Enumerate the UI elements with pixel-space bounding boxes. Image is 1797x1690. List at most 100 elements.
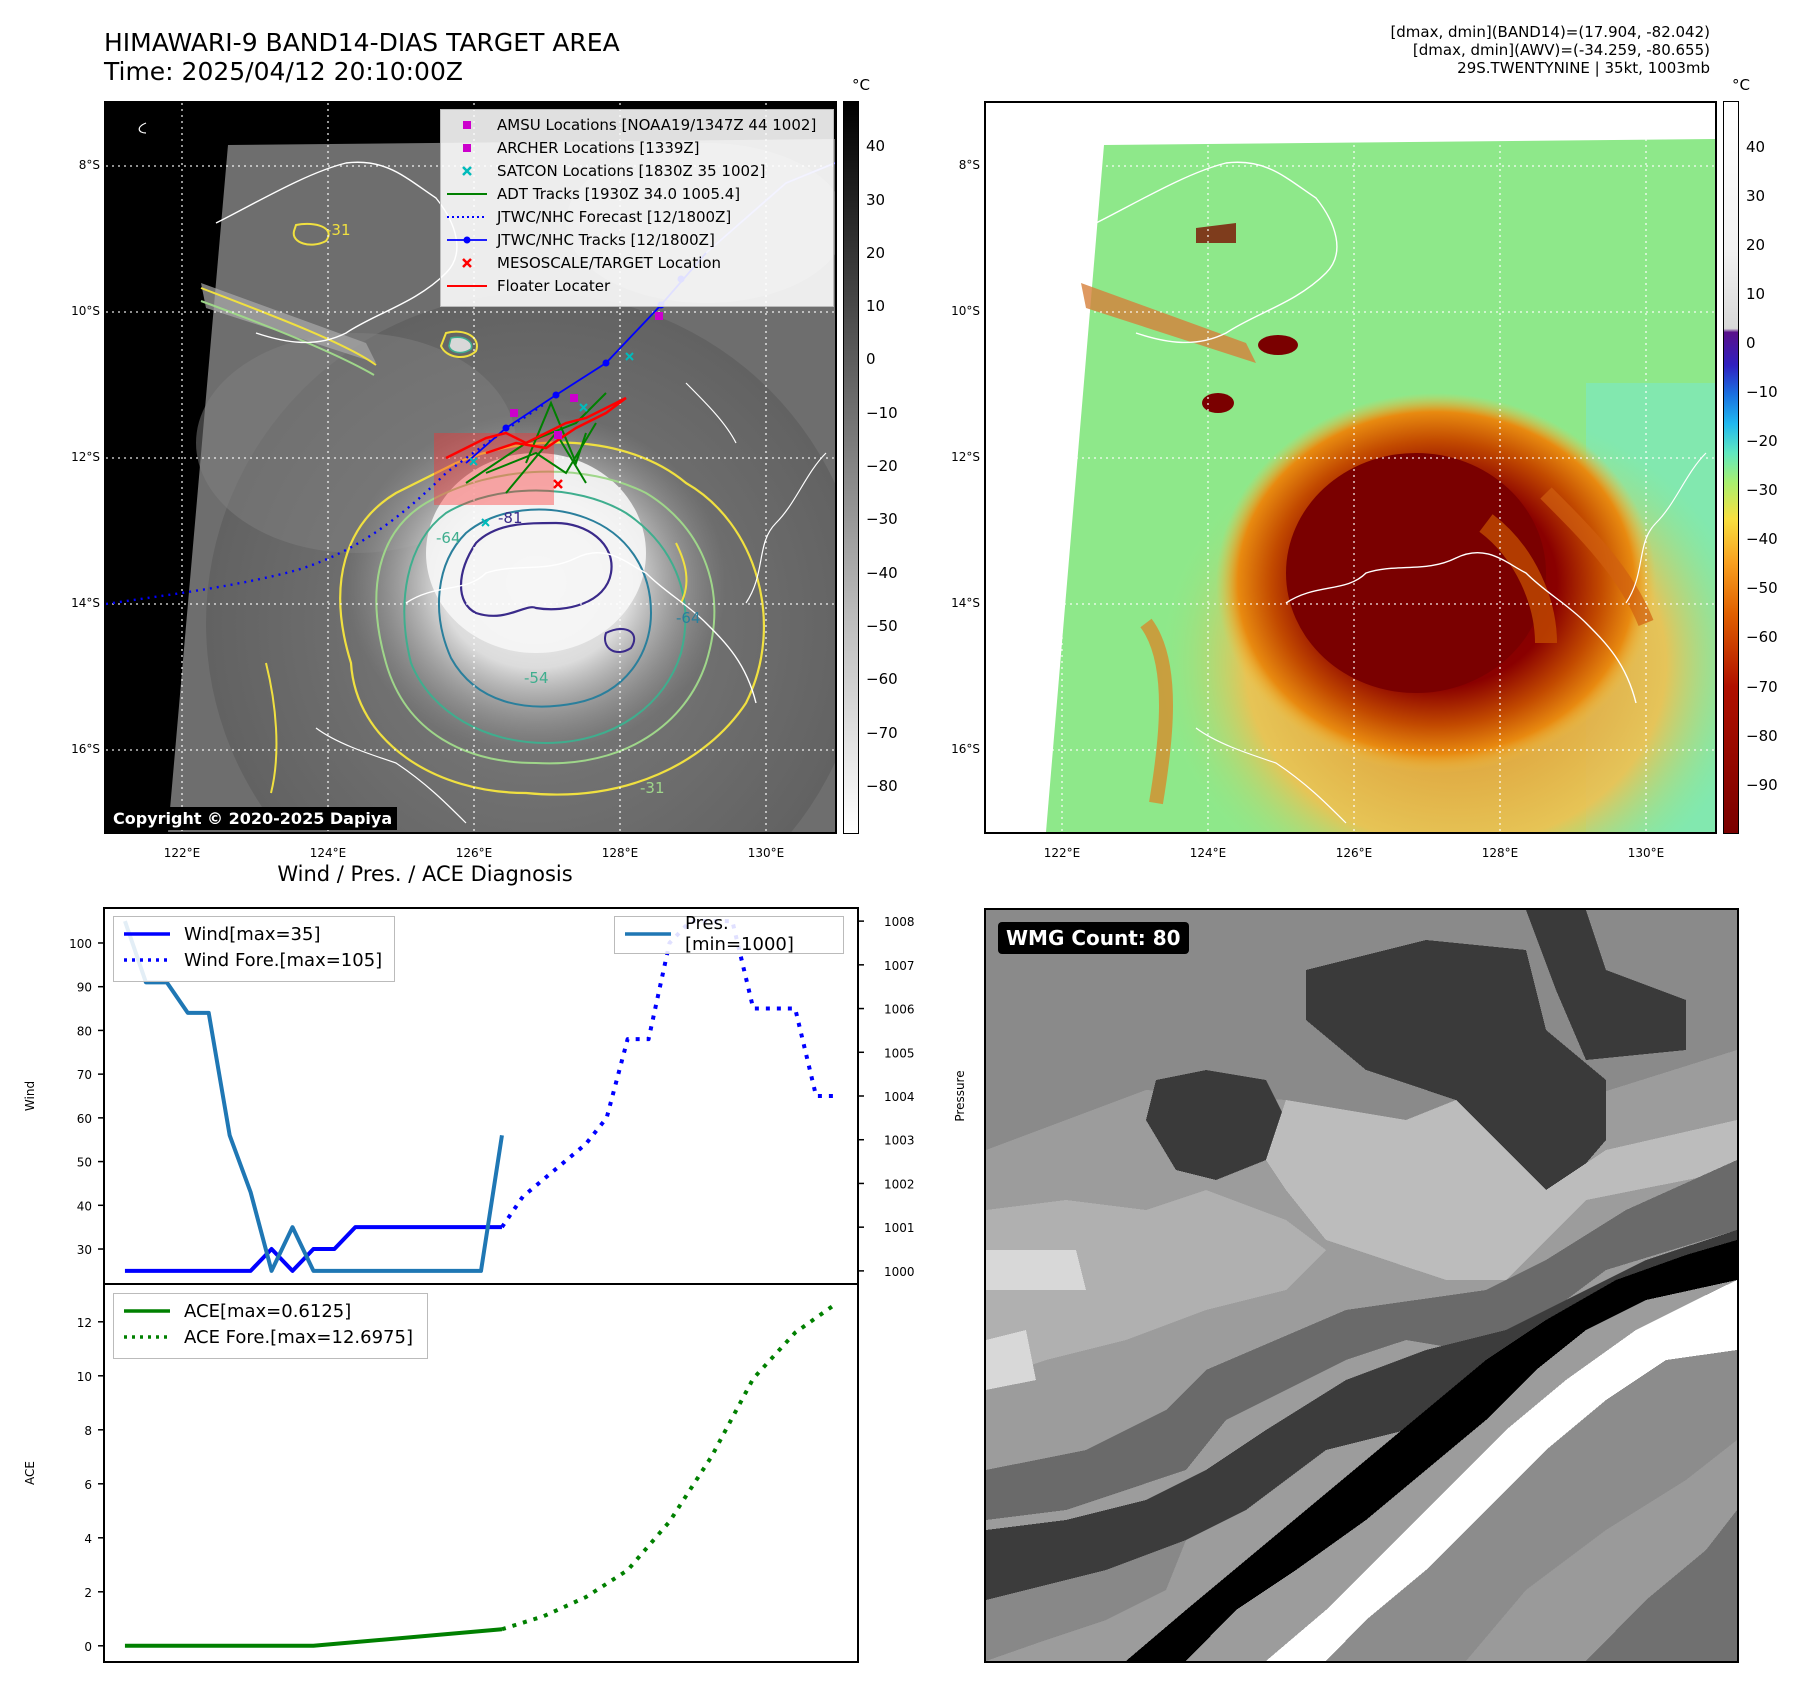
y-tick-label: 70	[77, 1068, 92, 1082]
ace-legend-label: ACE[max=0.6125]	[184, 1300, 352, 1322]
map-legend: AMSU Locations [NOAA19/1347Z 44 1002] ARC…	[440, 109, 834, 307]
y-axis-label: Wind	[23, 1081, 37, 1111]
y2-tick-label: 1006	[884, 1003, 915, 1017]
map-legend-swatch	[447, 236, 487, 243]
wmg-canvas	[986, 910, 1737, 1661]
diag-title: Wind / Pres. / ACE Diagnosis	[277, 862, 573, 886]
y2-tick-label: 1007	[884, 959, 915, 973]
awv-colorbar-tick: 40	[1746, 137, 1766, 156]
ace-legend: ACE[max=0.6125] ACE Fore.[max=12.6975]	[113, 1293, 428, 1359]
awv-lon-tick-label: 124°E	[1189, 846, 1227, 860]
awv-colorbar-tick: 10	[1746, 285, 1766, 304]
awv-lon-tick-label: 128°E	[1481, 846, 1519, 860]
wmg-count-badge: WMG Count: 80	[998, 922, 1189, 954]
floater-track	[445, 396, 627, 460]
pres-legend-swatch	[625, 925, 671, 943]
colorbar-tick: 40	[866, 137, 886, 156]
colorbar-tick: −60	[866, 670, 898, 689]
y2-tick-label: 1002	[884, 1177, 915, 1191]
map-legend-swatch	[463, 120, 471, 129]
lon-tick-label: 126°E	[455, 846, 493, 860]
map-legend-item: JTWC/NHC Tracks [12/1800Z]	[447, 228, 827, 251]
map-legend-label: Floater Locater	[497, 276, 611, 295]
map-legend-label: SATCON Locations [1830Z 35 1002]	[497, 161, 766, 180]
colorbar-tick: −80	[866, 777, 898, 796]
colorbar-tick: −50	[866, 617, 898, 636]
awv-lat-tick-label: 14°S	[951, 596, 980, 610]
colorbar-tick: 20	[866, 243, 886, 262]
y2-axis-label: Pressure	[953, 1070, 967, 1121]
wmg-panel[interactable]: WMG Count: 80	[984, 908, 1739, 1663]
map-legend-item: AMSU Locations [NOAA19/1347Z 44 1002]	[447, 113, 827, 136]
awv-lat-tick-label: 12°S	[951, 450, 980, 464]
awv-lat-tick-label: 10°S	[951, 304, 980, 318]
y2-tick-label: 1000	[884, 1265, 915, 1279]
lat-tick-label: 14°S	[71, 596, 100, 610]
y2-tick-label: 1003	[884, 1134, 915, 1148]
awv-lon-tick-label: 122°E	[1043, 846, 1081, 860]
map-legend-label: JTWC/NHC Forecast [12/1800Z]	[497, 207, 732, 226]
y-tick-label: 6	[84, 1478, 92, 1492]
awv-colorbar-tick: −10	[1746, 383, 1778, 402]
map-legend-label: ARCHER Locations [1339Z]	[497, 138, 700, 157]
y-tick-label: 40	[77, 1199, 92, 1213]
y-tick-label: 100	[69, 937, 92, 951]
map-legend-item: Floater Locater	[447, 274, 827, 297]
y-tick-label: 0	[84, 1640, 92, 1654]
awv-lon-tick-label: 126°E	[1335, 846, 1373, 860]
y-tick-label: 10	[77, 1370, 92, 1384]
colorbar-tick: 10	[866, 297, 886, 316]
colorbar-tick: −40	[866, 563, 898, 582]
page-time: Time: 2025/04/12 20:10:00Z	[104, 57, 463, 86]
map-legend-label: MESOSCALE/TARGET Location	[497, 253, 722, 272]
y-tick-label: 60	[77, 1112, 92, 1126]
y-tick-label: 30	[77, 1243, 92, 1257]
wind-legend-label: Wind[max=35]	[184, 923, 321, 945]
y-tick-label: 4	[84, 1532, 92, 1546]
y-tick-label: 12	[77, 1316, 92, 1330]
awv-colorbar-tick: −20	[1746, 432, 1778, 451]
y-tick-label: 50	[77, 1156, 92, 1170]
awv-colorbar-tick: −50	[1746, 579, 1778, 598]
awv-colorbar-tick: −90	[1746, 775, 1778, 794]
lon-tick-label: 124°E	[309, 846, 347, 860]
awv-map-panel[interactable]	[984, 101, 1717, 834]
colorbar-tick: −20	[866, 457, 898, 476]
awv-colorbar-unit: °C	[1732, 76, 1750, 94]
map-legend-swatch	[447, 192, 487, 195]
awv-colorbar-tick: −80	[1746, 726, 1778, 745]
awv-colorbar-tick: 30	[1746, 186, 1766, 205]
map-legend-swatch	[462, 257, 472, 268]
ace-legend-swatch	[124, 1302, 170, 1320]
colorbar-tick: −70	[866, 723, 898, 742]
colorbar-tick: 0	[866, 350, 876, 369]
copyright-label: Copyright © 2020-2025 Dapiya	[108, 807, 398, 830]
map-legend-item: MESOSCALE/TARGET Location	[447, 251, 827, 274]
y2-tick-label: 1004	[884, 1090, 915, 1104]
page-title: HIMAWARI-9 BAND14-DIAS TARGET AREA	[104, 28, 620, 57]
awv-colorbar-tick: 0	[1746, 334, 1756, 353]
map-legend-item: JTWC/NHC Forecast [12/1800Z]	[447, 205, 827, 228]
ir-map-panel[interactable]: -31 -31 -64 -81 -54 -64 AMSU Locations […	[104, 101, 837, 834]
series-line-0-0	[124, 1225, 502, 1273]
colorbar-unit: °C	[852, 76, 870, 94]
awv-map-canvas	[986, 103, 1715, 832]
awv-colorbar-tick: 20	[1746, 236, 1766, 255]
y2-tick-label: 1001	[884, 1221, 915, 1235]
y-tick-label: 2	[84, 1586, 92, 1600]
wind-legend-swatch	[124, 925, 170, 943]
y-tick-label: 8	[84, 1424, 92, 1438]
lat-tick-label: 16°S	[71, 742, 100, 756]
wind-fore-legend-label: Wind Fore.[max=105]	[184, 949, 383, 971]
map-legend-swatch	[447, 215, 487, 218]
map-legend-label: AMSU Locations [NOAA19/1347Z 44 1002]	[497, 115, 817, 134]
contour-label: -31	[326, 221, 351, 239]
colorbar-tick: 30	[866, 190, 886, 209]
awv-lat-tick-label: 16°S	[951, 742, 980, 756]
lat-tick-label: 12°S	[71, 450, 100, 464]
lon-tick-label: 122°E	[163, 846, 201, 860]
ir-colorbar	[843, 101, 859, 834]
y-axis-label: ACE	[23, 1461, 37, 1485]
lon-tick-label: 130°E	[747, 846, 785, 860]
map-legend-swatch	[463, 143, 471, 152]
